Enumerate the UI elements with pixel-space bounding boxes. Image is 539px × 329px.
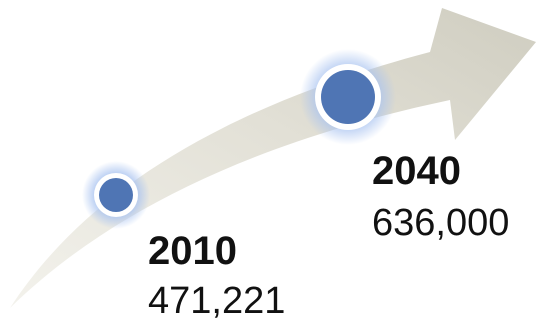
milestone-year-2010: 2010 xyxy=(148,229,237,273)
milestone-marker-2010 xyxy=(82,161,150,229)
milestone-value-2040: 636,000 xyxy=(372,202,510,244)
milestone-marker-2040 xyxy=(300,49,396,145)
milestone-value-2010: 471,221 xyxy=(148,280,286,322)
growth-arrow-shape xyxy=(10,8,536,308)
milestone-year-2040: 2040 xyxy=(372,149,461,193)
